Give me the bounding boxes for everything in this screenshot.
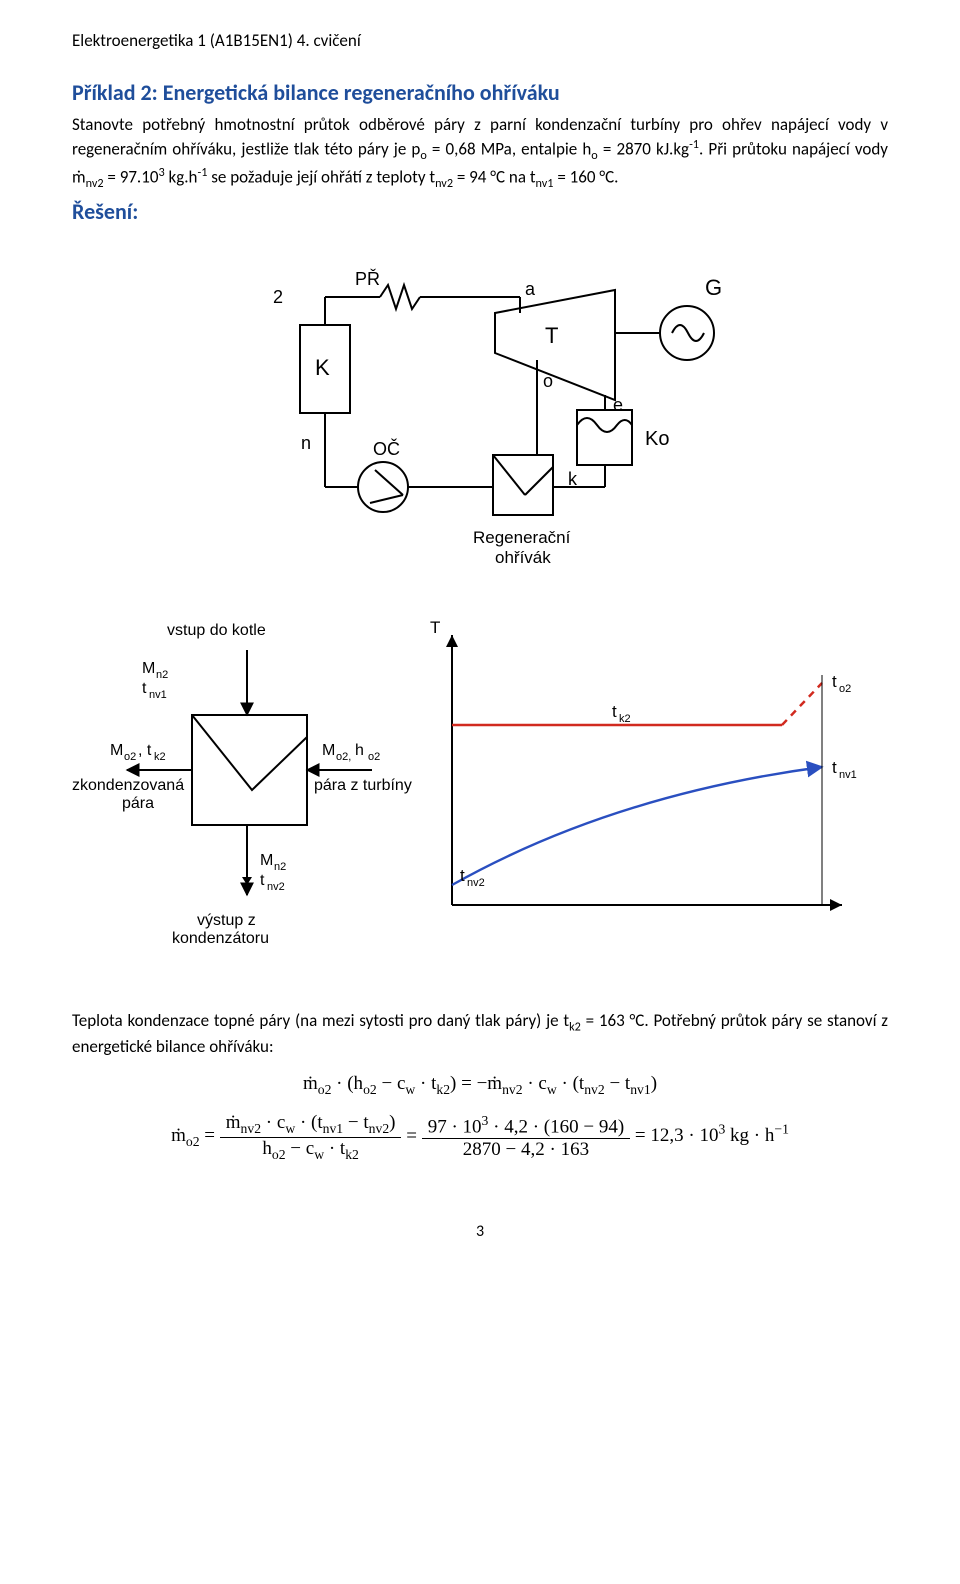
svg-text:pára z turbíny: pára z turbíny: [314, 777, 412, 794]
svg-text:k2: k2: [154, 751, 166, 763]
svg-text:nv2: nv2: [467, 877, 485, 889]
label-g: G: [705, 275, 722, 300]
svg-text:o2: o2: [124, 751, 136, 763]
svg-text:, t: , t: [138, 742, 152, 759]
heater-and-t-diagram: vstup do kotle Mn2 tnv1 Mo2, tk2 zkonden…: [72, 605, 872, 985]
label-n: n: [301, 433, 311, 453]
plant-schematic-diagram: 2 PŘ K n OČ a T o e k G Ko Regenerační o…: [205, 235, 755, 575]
course-header: Elektroenergetika 1 (A1B15EN1) 4. cvičen…: [72, 30, 888, 51]
svg-text:o2: o2: [368, 751, 380, 763]
problem-statement: Stanovte potřebný hmotnostní průtok odbě…: [72, 114, 888, 192]
label-k-small: k: [568, 469, 578, 489]
svg-text:M: M: [322, 742, 335, 759]
svg-text:M: M: [110, 742, 123, 759]
svg-text:n2: n2: [156, 669, 168, 681]
svg-text:n2: n2: [274, 861, 286, 873]
label-oc: OČ: [373, 438, 400, 459]
svg-text:t: t: [460, 866, 465, 885]
svg-text:t: t: [832, 672, 837, 691]
equation-2: ṁo2 = ṁnv2 · cw · (tnv1 − tnv2) ho2 − …: [72, 1112, 888, 1163]
label-o: o: [543, 371, 553, 391]
svg-text:t: t: [832, 758, 837, 777]
svg-text:M: M: [260, 852, 273, 869]
page-number: 3: [72, 1222, 888, 1241]
label-ko: Ko: [645, 428, 669, 450]
solution-heading: Řešení:: [72, 198, 888, 225]
label-a: a: [525, 279, 536, 299]
label-t: T: [545, 323, 558, 348]
equation-1: ṁo2 · (ho2 − cw · tk2) = −ṁnv2 · cw · …: [72, 1073, 888, 1098]
svg-text:k2: k2: [619, 713, 631, 725]
svg-text:výstup z: výstup z: [197, 912, 256, 929]
label-regen1: Regenerační: [473, 528, 571, 547]
svg-text:t: t: [142, 680, 147, 697]
svg-text:zkondenzovaná: zkondenzovaná: [72, 777, 184, 794]
svg-text:nv1: nv1: [149, 689, 167, 701]
label-regen2: ohřívák: [495, 548, 551, 567]
svg-text:t: t: [260, 872, 265, 889]
label-pr: PŘ: [355, 269, 380, 289]
label-two: 2: [273, 287, 283, 307]
svg-text:nv2: nv2: [267, 881, 285, 893]
svg-text:o2,: o2,: [336, 751, 351, 763]
svg-text:h: h: [355, 742, 364, 759]
svg-text:T: T: [430, 618, 440, 637]
vstup-kotle-text: vstup do kotle: [167, 622, 266, 639]
svg-text:t: t: [612, 702, 617, 721]
svg-text:pára: pára: [122, 795, 154, 812]
example-title: Příklad 2: Energetická bilance regenerač…: [72, 79, 888, 106]
svg-text:o2: o2: [839, 683, 851, 695]
svg-text:kondenzátoru: kondenzátoru: [172, 930, 269, 947]
label-e: e: [613, 395, 623, 415]
label-k: K: [315, 355, 330, 380]
conclusion-text: Teplota kondenzace topné páry (na mezi s…: [72, 1010, 888, 1059]
svg-text:M: M: [142, 660, 155, 677]
svg-text:nv1: nv1: [839, 769, 857, 781]
